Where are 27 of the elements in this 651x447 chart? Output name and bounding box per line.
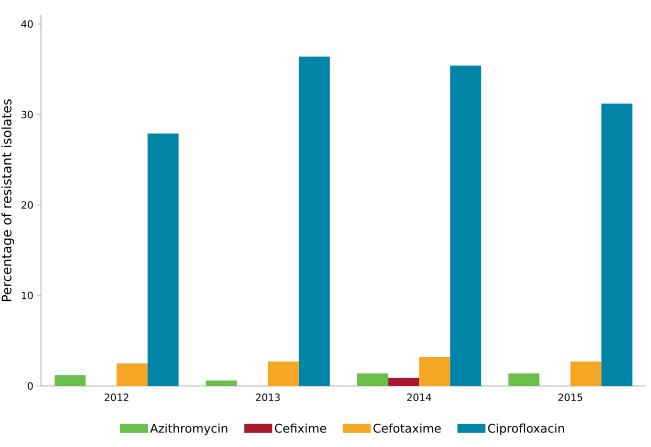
y-axis-title: Percentage of resistant isolates [1, 99, 14, 302]
y-tick-label: 20 [22, 201, 33, 209]
y-tick-label: 0 [28, 382, 33, 390]
bar [570, 362, 602, 386]
legend-label: Ciprofloxacin [488, 424, 564, 436]
bar [357, 373, 388, 386]
y-tick-label: 40 [21, 20, 33, 28]
bar [419, 357, 450, 386]
legend-label: Cefixime [274, 424, 326, 433]
bar [268, 362, 299, 386]
x-tick-label: 2013 [256, 393, 280, 402]
x-tick-label: 2015 [558, 393, 582, 402]
bar [206, 380, 237, 386]
legend-label: Cefotaxime [373, 424, 441, 433]
x-tick-label: 2014 [407, 393, 432, 402]
y-tick-label: 30 [22, 110, 33, 118]
bar [601, 104, 632, 386]
bar [450, 66, 482, 386]
x-tick-label: 2012 [104, 393, 128, 402]
y-tick-label: 10 [22, 292, 33, 300]
bar [54, 375, 86, 386]
legend-label: Azithromycin [150, 424, 228, 436]
bar [116, 363, 148, 386]
bar [298, 56, 330, 386]
bar [388, 378, 420, 386]
bar [508, 373, 540, 386]
bar [148, 134, 179, 386]
